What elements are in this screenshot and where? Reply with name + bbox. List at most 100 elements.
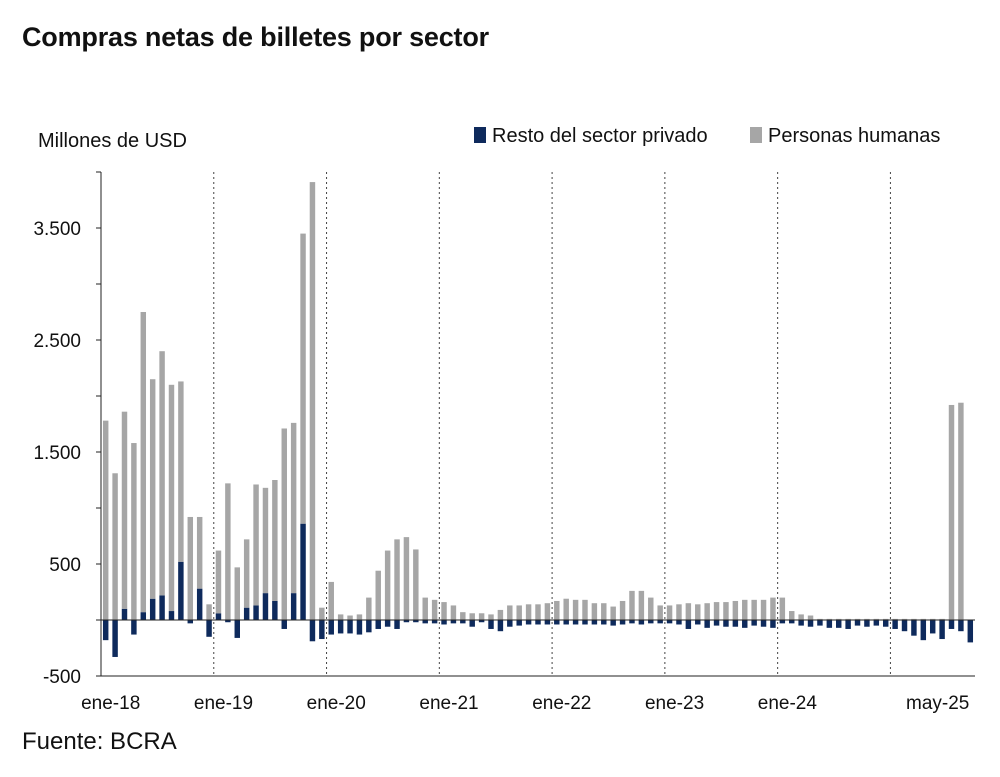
bar-resto-sector-privado: [272, 600, 278, 620]
bar-resto-sector-privado: [676, 620, 682, 625]
bar-resto-sector-privado: [732, 620, 739, 627]
y-tick-label: 2.500: [33, 331, 81, 352]
bar-resto-sector-privado: [666, 620, 673, 624]
bar-resto-sector-privado: [882, 620, 889, 627]
bar-resto-sector-privado: [967, 620, 974, 643]
bar-resto-sector-privado: [544, 620, 551, 625]
bar-personas-humanas: [525, 604, 532, 620]
bar-resto-sector-privado: [131, 620, 137, 635]
bar-resto-sector-privado: [854, 620, 861, 626]
bar-resto-sector-privado: [958, 620, 964, 632]
bar-resto-sector-privado: [939, 620, 945, 640]
bar-personas-humanas: [272, 480, 278, 601]
bar-resto-sector-privado: [243, 607, 250, 620]
bar-resto-sector-privado: [394, 620, 400, 629]
bar-resto-sector-privado: [525, 620, 532, 625]
bar-personas-humanas: [563, 598, 569, 620]
bar-resto-sector-privado: [591, 620, 598, 625]
bar-resto-sector-privado: [441, 620, 447, 625]
bar-resto-sector-privado: [845, 620, 851, 629]
bar-personas-humanas: [102, 420, 109, 620]
bar-personas-humanas: [958, 402, 964, 620]
bar-personas-humanas: [807, 615, 814, 620]
vertical-gridlines: [213, 172, 891, 676]
bar-resto-sector-privado: [704, 620, 710, 628]
bar-resto-sector-privado: [901, 620, 908, 632]
bar-series: [102, 182, 974, 657]
bar-resto-sector-privado: [864, 620, 870, 627]
bar-resto-sector-privado: [920, 620, 927, 641]
bar-personas-humanas: [431, 599, 438, 620]
bar-resto-sector-privado: [215, 613, 222, 620]
bar-resto-sector-privado: [253, 605, 259, 620]
bar-personas-humanas: [507, 605, 513, 620]
bar-resto-sector-privado: [723, 620, 729, 627]
bar-personas-humanas: [196, 516, 203, 589]
x-tick-label: ene-20: [307, 693, 366, 714]
bar-resto-sector-privado: [375, 620, 381, 629]
bar-personas-humanas: [939, 618, 945, 620]
bar-resto-sector-privado: [911, 620, 917, 636]
bar-personas-humanas: [591, 603, 598, 620]
bar-personas-humanas: [281, 428, 287, 620]
bar-resto-sector-privado: [281, 620, 287, 629]
bar-personas-humanas: [582, 599, 588, 620]
legend-personas-humanas: Personas humanas: [750, 125, 940, 147]
bar-resto-sector-privado: [497, 620, 504, 632]
bar-resto-sector-privado: [836, 620, 842, 628]
x-tick-label: ene-24: [758, 693, 818, 714]
bar-personas-humanas: [911, 618, 917, 620]
bar-personas-humanas: [253, 484, 259, 606]
bar-resto-sector-privado: [159, 595, 165, 620]
bar-resto-sector-privado: [422, 620, 428, 624]
bar-resto-sector-privado: [516, 620, 522, 626]
bar-personas-humanas: [394, 539, 400, 620]
bar-resto-sector-privado: [413, 620, 419, 623]
bar-resto-sector-privado: [328, 620, 334, 635]
bar-personas-humanas: [384, 550, 391, 620]
bar-personas-humanas: [619, 600, 626, 620]
bar-personas-humanas: [478, 613, 485, 620]
bar-personas-humanas: [225, 483, 231, 620]
bar-resto-sector-privado: [290, 593, 297, 620]
bar-personas-humanas: [836, 618, 842, 620]
legend: Resto del sector privado Personas humanas: [474, 125, 940, 147]
bar-personas-humanas: [882, 618, 889, 620]
bar-resto-sector-privado: [196, 588, 203, 620]
bar-personas-humanas: [770, 597, 776, 620]
bar-personas-humanas: [300, 233, 306, 524]
bar-resto-sector-privado: [319, 620, 325, 640]
bar-personas-humanas: [243, 539, 250, 608]
bar-resto-sector-privado: [507, 620, 513, 627]
bar-personas-humanas: [356, 614, 363, 620]
bar-personas-humanas: [215, 550, 222, 614]
bar-personas-humanas: [676, 604, 682, 620]
bar-personas-humanas: [657, 605, 663, 620]
bar-personas-humanas: [920, 618, 927, 620]
y-axis-ticks: -500 500 1.500 2.500 3.500: [33, 171, 101, 688]
bar-resto-sector-privado: [648, 620, 654, 624]
bar-resto-sector-privado: [347, 620, 353, 634]
bar-personas-humanas: [629, 590, 635, 620]
bar-personas-humanas: [901, 618, 908, 620]
bar-personas-humanas: [610, 606, 616, 620]
bar-resto-sector-privado: [450, 620, 457, 624]
bar-personas-humanas: [178, 381, 184, 562]
bar-resto-sector-privado: [619, 620, 626, 625]
bar-personas-humanas: [854, 618, 861, 620]
bar-personas-humanas: [948, 404, 955, 620]
bar-personas-humanas: [460, 612, 466, 620]
bar-personas-humanas: [262, 487, 269, 594]
bar-resto-sector-privado: [206, 620, 212, 637]
bar-resto-sector-privado: [948, 620, 955, 629]
y-tick-label: 500: [49, 555, 81, 576]
x-tick-label: ene-18: [81, 693, 140, 714]
y-tick-label: 3.500: [33, 219, 81, 240]
bar-resto-sector-privado: [356, 620, 363, 635]
bar-personas-humanas: [798, 614, 804, 620]
bar-resto-sector-privado: [751, 620, 757, 626]
bar-resto-sector-privado: [638, 620, 645, 625]
bar-resto-sector-privado: [601, 620, 607, 625]
legend-swatch: [750, 127, 762, 143]
